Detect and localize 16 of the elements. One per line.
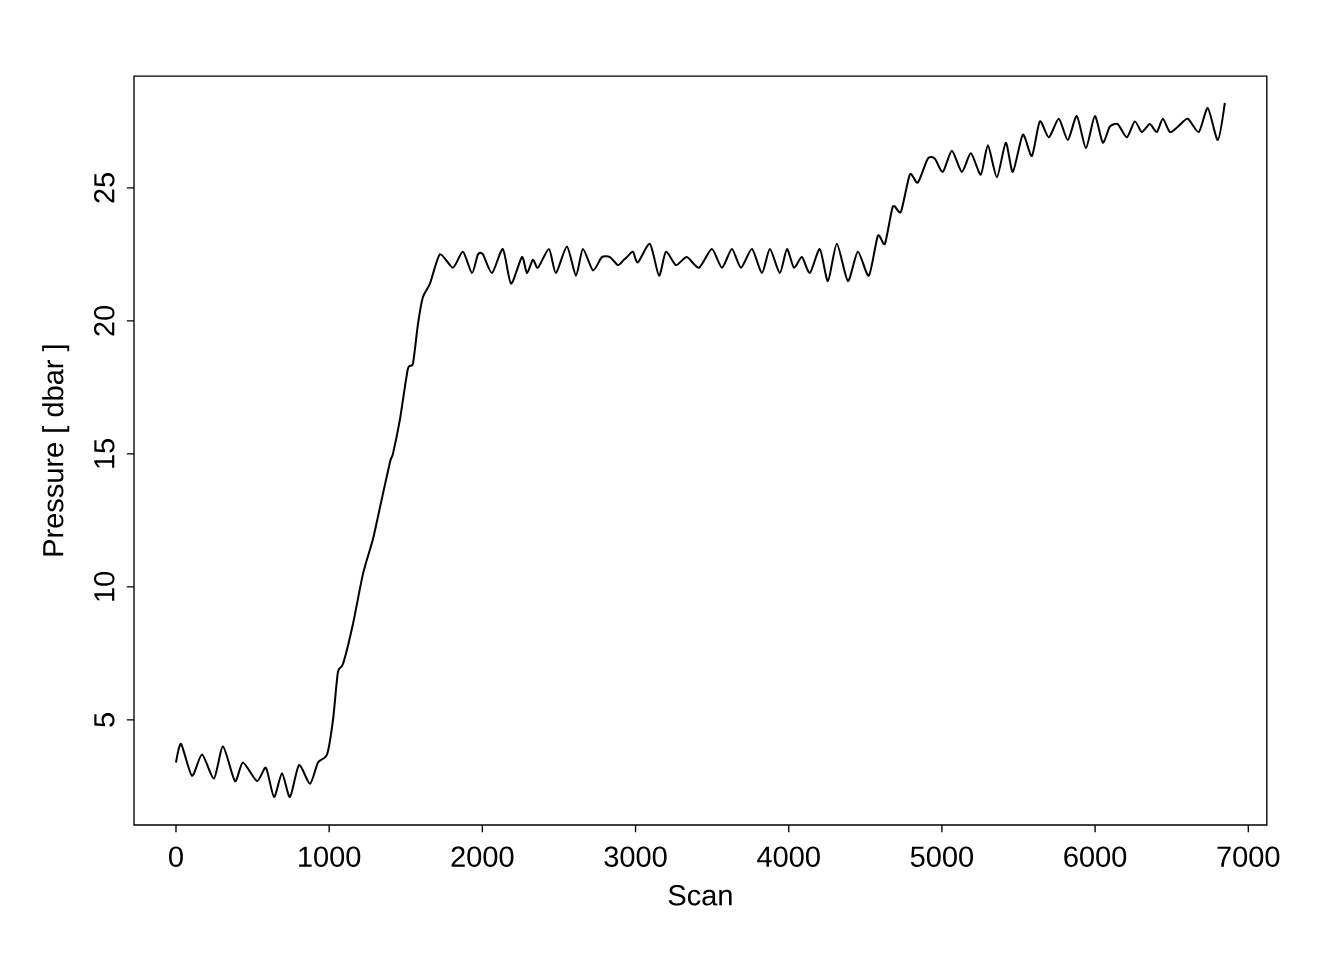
x-tick-label: 2000 <box>451 846 514 867</box>
x-tick-label: 3000 <box>604 846 667 867</box>
line-series <box>174 101 1226 799</box>
y-axis-title: Pressure [ dbar ] <box>42 345 70 556</box>
y-tick-label: 20 <box>94 305 115 336</box>
y-tick-label: 5 <box>94 713 115 727</box>
y-tick-label: 25 <box>94 173 115 203</box>
y-tick-label: 15 <box>94 439 115 468</box>
x-tick-label: 4000 <box>757 846 820 867</box>
x-tick-label: 6000 <box>1064 846 1127 867</box>
x-tick-label: 1000 <box>299 846 361 867</box>
x-tick-label: 5000 <box>910 846 974 867</box>
x-tick-label: 0 <box>169 846 183 867</box>
y-tick-label: 10 <box>94 571 115 601</box>
x-tick-label: 7000 <box>1217 846 1280 867</box>
x-axis-title: Scan <box>668 885 732 906</box>
